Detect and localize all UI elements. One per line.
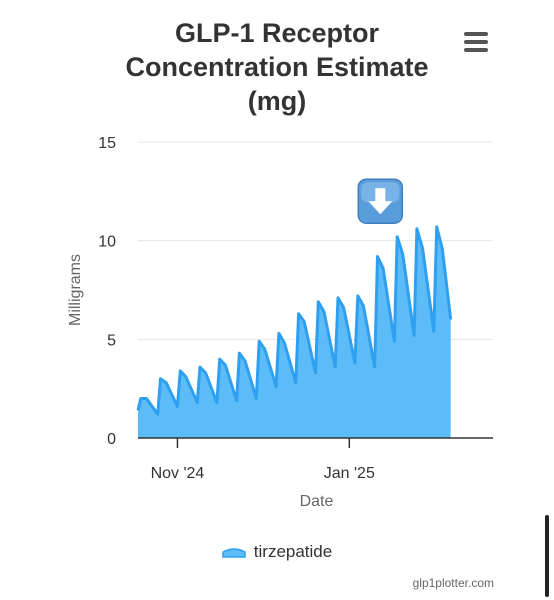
x-tick-label: Nov '24 — [151, 465, 205, 482]
menu-bar — [464, 48, 488, 52]
y-tick-label: 10 — [98, 234, 116, 251]
x-tick-label: Jan '25 — [324, 465, 375, 482]
y-axis-title: Milligrams — [67, 254, 84, 326]
legend: tirzepatide — [0, 542, 554, 563]
chart-title-line-2: Concentration Estimate — [125, 52, 429, 82]
chart-title-line-1: GLP-1 Receptor — [174, 18, 380, 48]
down-arrow-emoji-icon — [357, 178, 404, 224]
chart-title-line-3: (mg) — [247, 86, 307, 116]
legend-label: tirzepatide — [253, 542, 333, 561]
scrollbar[interactable] — [545, 515, 549, 597]
series-area-tirzepatide[interactable] — [138, 226, 451, 438]
chart-title: GLP-1 Receptor Concentration Estimate (m… — [40, 16, 514, 118]
series-line-tirzepatide[interactable] — [136, 225, 453, 416]
credit-link[interactable]: glp1plotter.com — [412, 576, 494, 590]
y-tick-label: 15 — [98, 135, 116, 152]
legend-area-icon — [222, 548, 246, 558]
x-axis-title: Date — [300, 493, 334, 510]
y-tick-label: 0 — [107, 431, 116, 448]
menu-bar — [464, 40, 488, 44]
legend-item-tirzepatide[interactable]: tirzepatide — [222, 542, 332, 562]
hamburger-menu-icon[interactable] — [460, 28, 492, 56]
y-tick-label: 5 — [107, 332, 116, 349]
menu-bar — [464, 32, 488, 36]
